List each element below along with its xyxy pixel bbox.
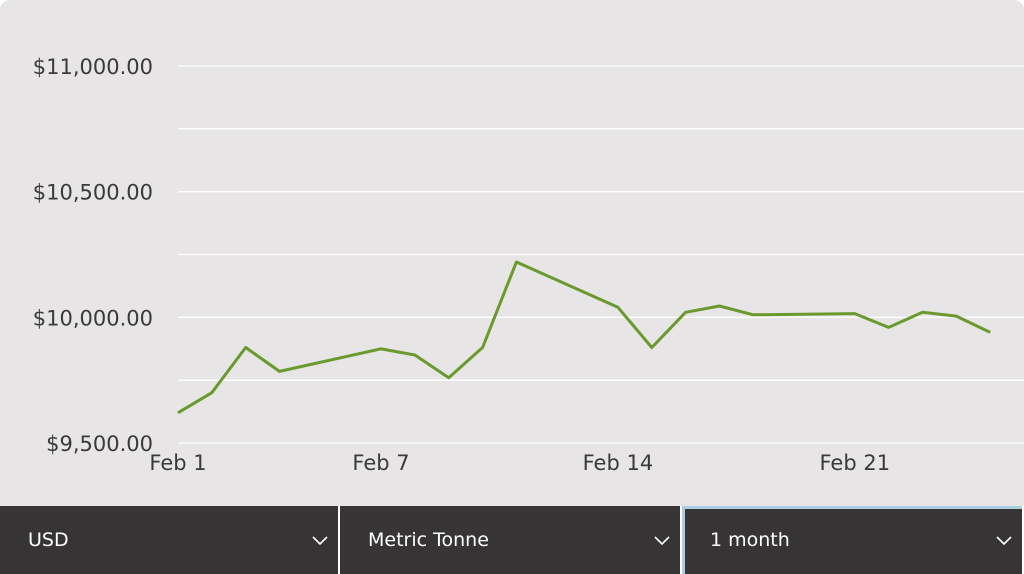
chevron-down-icon: [996, 536, 1012, 546]
x-tick-label: Feb 1: [149, 451, 206, 475]
currency-select[interactable]: USD: [0, 506, 340, 574]
y-axis-ticks: $9,500.00 $10,000.00 $10,500.00 $11,000.00: [33, 55, 153, 456]
currency-select-value: USD: [28, 529, 69, 551]
unit-select[interactable]: Metric Tonne: [340, 506, 682, 574]
x-tick-label: Feb 21: [820, 451, 891, 475]
y-tick-label: $9,500.00: [46, 432, 153, 456]
series-layer: [177, 260, 991, 415]
y-tick-label: $11,000.00: [33, 55, 153, 79]
price-chart-panel: $9,500.00 $10,000.00 $10,500.00 $11,000.00 …: [0, 0, 1024, 506]
chevron-down-icon: [312, 536, 328, 546]
price-line-chart: $9,500.00$10,000.00$10,500.00$11,000.00 …: [33, 55, 1024, 475]
x-tick-label: Feb 7: [352, 451, 409, 475]
chevron-down-icon: [654, 536, 670, 546]
y-tick-label: $10,500.00: [33, 181, 153, 205]
y-tick-label: $10,000.00: [33, 306, 153, 330]
series-line: [177, 260, 991, 415]
period-select-value: 1 month: [710, 529, 790, 551]
gridlines: [178, 65, 1024, 444]
unit-select-value: Metric Tonne: [368, 529, 489, 551]
period-select[interactable]: 1 month: [682, 506, 1022, 574]
chart-controls: USD Metric Tonne 1 month: [0, 506, 1024, 574]
x-axis-ticks: Feb 1 Feb 7 Feb 14 Feb 21: [149, 451, 890, 475]
x-tick-label: Feb 14: [583, 451, 654, 475]
